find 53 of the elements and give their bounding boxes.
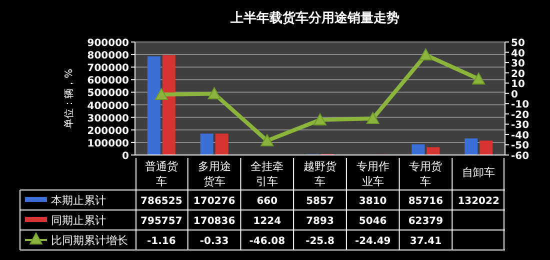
y-tick-label: 700000 [87, 63, 130, 74]
data-label: 660 [256, 196, 278, 207]
legend-label: 比同期累计增长 [51, 234, 128, 247]
y2-tick-label: 0 [511, 89, 518, 100]
y2-tick-label: 40 [511, 48, 525, 60]
y-axis-title: 单位：辆，% [63, 68, 75, 128]
y-tick-label: 500000 [87, 88, 130, 100]
x-tick-label: 专用作业车 [356, 160, 390, 188]
y2-tick-label: -60 [511, 151, 530, 162]
data-label: -24.49 [354, 236, 391, 247]
data-label: 5046 [358, 216, 387, 227]
y2-tick-label: 50 [511, 38, 525, 49]
data-label: 1224 [253, 216, 282, 227]
data-label: 3810 [358, 196, 387, 207]
chart-title: 上半年载货车分用途销量走势 [230, 10, 400, 26]
data-label: -25.8 [306, 236, 334, 247]
y2-tick-label: -30 [511, 120, 530, 132]
data-label: -0.33 [200, 236, 229, 247]
x-tick-label: 普通货车 [144, 160, 178, 188]
x-tick-label: 多用途货车 [198, 160, 231, 188]
y-tick-label: 600000 [87, 76, 130, 87]
legend-label: 同期止累计 [51, 214, 106, 227]
x-tick-label: 全挂牵引车 [250, 160, 284, 188]
y2-tick-label: -10 [511, 100, 530, 111]
x-tick-label: 自卸车 [462, 166, 496, 179]
data-label: -1.16 [147, 236, 176, 247]
y-tick-label: 300000 [87, 113, 130, 124]
y-tick-label: 100000 [87, 138, 130, 150]
y-tick-label: 900000 [87, 38, 130, 49]
x-tick-label: 越野货车 [304, 160, 336, 188]
data-label: -46.08 [249, 236, 286, 247]
y-tick-label: 400000 [87, 100, 130, 112]
data-label: 170836 [193, 216, 236, 227]
data-label: 132022 [458, 196, 500, 207]
data-label: 37.41 [410, 236, 442, 247]
y2-tick-label: 10 [511, 79, 525, 90]
legend-label: 本期止累计 [51, 194, 106, 207]
y-tick-label: 200000 [87, 126, 130, 137]
data-label: 62379 [408, 216, 444, 227]
y2-tick-label: -40 [511, 130, 530, 142]
y2-tick-label: -20 [511, 110, 530, 121]
data-label: 85716 [408, 196, 444, 207]
x-tick-label: 专用货车 [409, 160, 442, 188]
data-label: 795757 [140, 216, 182, 227]
data-label: 170276 [193, 196, 236, 207]
data-label: 7893 [306, 216, 334, 227]
y2-tick-label: 30 [511, 58, 525, 70]
data-label: 786525 [140, 196, 182, 207]
y2-tick-label: 20 [511, 68, 525, 80]
data-label: 5857 [306, 196, 334, 207]
y-tick-label: 800000 [87, 50, 130, 62]
y-tick-label: 0 [122, 151, 130, 162]
y2-tick-label: -50 [511, 140, 530, 152]
